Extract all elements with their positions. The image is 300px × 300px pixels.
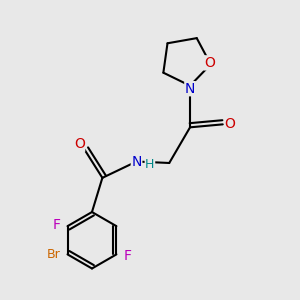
Text: O: O (225, 117, 236, 131)
Text: O: O (74, 137, 85, 151)
Text: F: F (124, 249, 132, 263)
Text: H: H (145, 158, 154, 171)
Text: F: F (52, 218, 60, 232)
Text: N: N (185, 82, 195, 96)
Text: Br: Br (46, 248, 60, 261)
Text: O: O (204, 56, 214, 70)
Text: N: N (131, 154, 142, 169)
